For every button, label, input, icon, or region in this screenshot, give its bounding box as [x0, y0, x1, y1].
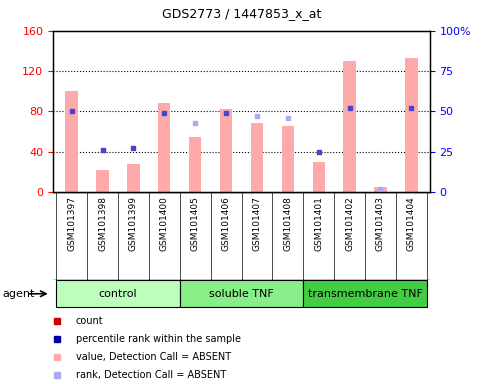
Bar [313, 162, 325, 192]
Bar [251, 124, 263, 192]
Bar [303, 280, 427, 307]
Bar [374, 187, 386, 192]
Text: rank, Detection Call = ABSENT: rank, Detection Call = ABSENT [76, 370, 226, 380]
Bar [220, 109, 232, 192]
Text: GSM101398: GSM101398 [98, 197, 107, 252]
Text: GDS2773 / 1447853_x_at: GDS2773 / 1447853_x_at [162, 7, 321, 20]
Text: agent: agent [2, 289, 35, 299]
Bar [343, 61, 356, 192]
Text: soluble TNF: soluble TNF [209, 289, 274, 299]
Text: GSM101399: GSM101399 [129, 197, 138, 252]
Text: GSM101403: GSM101403 [376, 197, 385, 251]
Bar [97, 170, 109, 192]
Text: count: count [76, 316, 103, 326]
Bar [66, 91, 78, 192]
Text: GSM101405: GSM101405 [191, 197, 199, 251]
Bar [127, 164, 140, 192]
Text: percentile rank within the sample: percentile rank within the sample [76, 334, 241, 344]
Text: transmembrane TNF: transmembrane TNF [308, 289, 423, 299]
Text: GSM101407: GSM101407 [253, 197, 261, 251]
Bar [180, 280, 303, 307]
Bar [56, 280, 180, 307]
Text: value, Detection Call = ABSENT: value, Detection Call = ABSENT [76, 352, 231, 362]
Text: GSM101401: GSM101401 [314, 197, 323, 251]
Bar [282, 126, 294, 192]
Bar [189, 137, 201, 192]
Text: GSM101406: GSM101406 [222, 197, 230, 251]
Text: control: control [99, 289, 137, 299]
Text: GSM101400: GSM101400 [160, 197, 169, 251]
Text: GSM101408: GSM101408 [284, 197, 292, 251]
Text: GSM101404: GSM101404 [407, 197, 416, 251]
Bar [405, 58, 417, 192]
Bar [158, 103, 170, 192]
Text: GSM101402: GSM101402 [345, 197, 354, 251]
Text: GSM101397: GSM101397 [67, 197, 76, 252]
